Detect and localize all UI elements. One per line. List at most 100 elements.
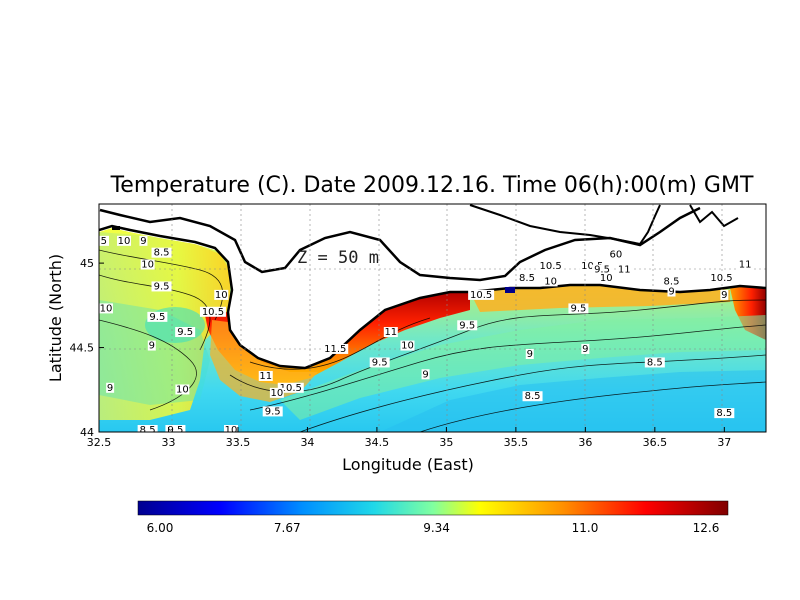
colorbar [137,500,729,516]
contour-label: 11 [384,327,397,338]
contour-label-bg [738,259,753,270]
contour-label: 9.5 [594,265,610,276]
contour-label-bg [369,357,390,368]
contour-label: 9.5 [265,406,281,417]
contour-label: 8.5 [140,425,156,436]
contour-label-bg [99,235,109,246]
x-tick-label: 37 [717,436,731,449]
contour-label: 10.5 [710,273,732,284]
contour-label: 60 [610,249,623,260]
contour-label-bg [714,408,735,419]
x-tick-label: 35.5 [504,436,529,449]
contour-label: 7.5 [91,236,107,247]
contour-label-bg [106,382,115,393]
contour-label-bg [262,406,283,417]
contour-label: 8.5 [647,357,663,368]
contour-label-bg [151,281,172,292]
contour-label-bg [457,320,478,331]
contour-label-bg [269,387,284,398]
contour-label-bg [140,259,155,270]
contour-label: 8.5 [525,391,541,402]
contour-label: 9 [582,344,588,355]
contour-label: 10 [176,384,189,395]
contour-label-bg [522,391,543,402]
y-tick-label: 45 [80,257,94,270]
contour-label-bg [516,273,537,283]
crimea-land [99,204,766,368]
contour-label-bg [608,249,623,260]
contour-label: 9.5 [177,327,193,338]
contour-label: 8.5 [664,276,680,287]
contour-label-bg [199,306,226,317]
x-tick-label: 34.5 [365,436,390,449]
x-tick-label: 33 [161,436,175,449]
contour-label: 9.5 [372,357,388,368]
y-tick-label: 44 [80,426,94,439]
contour-label: 10 [225,425,238,436]
contour-label: 10 [118,236,131,247]
contour-label: 9 [527,349,533,360]
contour-label: 10 [270,388,283,399]
contour-label-bg [599,273,614,283]
contour-label: 10.5 [280,383,302,394]
contour-label-bg [224,425,239,432]
contour-label-bg [708,273,735,283]
contour-label-bg [592,264,613,275]
contour-label: 11 [618,265,631,276]
contour-label-bg [277,382,304,393]
contour-label: 9 [721,290,727,301]
contour-label: 8.5 [519,273,535,284]
contour-label-bg [165,425,186,432]
contour-label: 9 [149,341,155,352]
contour-label: 9.5 [167,425,183,436]
contour-label-bg [537,261,564,272]
contour-label-bg [117,235,132,246]
x-tick-label: 36.5 [643,436,668,449]
contour-label-bg [525,349,534,359]
y-axis-label: Latitude (North) [46,254,65,382]
colorbar-tick-label: 7.67 [274,521,301,535]
x-axis-ticks: 32.5 33 33.5 34 34.5 35 35.5 36 36.5 37 [87,427,731,449]
contour-label-bg [147,340,156,351]
x-tick-label: 36 [578,436,592,449]
contour-label-bg [644,357,665,368]
colorbar-tick-label: 6.00 [147,521,174,535]
contour-label-bg [175,384,190,395]
contour-label-bg [720,289,729,300]
contour-label: 9.5 [459,320,475,331]
contour-label: 10.5 [202,307,224,318]
colorbar-tick-label: 11.0 [572,521,599,535]
y-axis-ticks: 44 44.5 45 [70,257,104,439]
contour-label-bg [581,343,590,354]
contour-label: 9.5 [149,312,165,323]
contour-label-bg [151,247,172,258]
contour-label: 10 [544,276,557,287]
contour-label-bg [468,289,495,300]
x-tick-label: 34 [300,436,314,449]
contour-label: 9.5 [154,281,170,292]
colorbar-ticks: 6.00 7.67 9.34 11.0 12.6 [147,521,720,535]
colorbar-tick-label: 9.34 [423,521,450,535]
contour-label: 8.5 [716,408,732,419]
colorbar-tick-label: 12.6 [693,521,720,535]
contour-label: 10 [215,290,228,301]
contour-label: 9 [668,287,674,298]
contour-label-bg [147,311,168,322]
contour-label-bg [568,303,589,314]
contour-label: 9 [422,369,428,380]
contour-label-bg [661,276,682,287]
plot-frame [98,203,767,433]
contour-label-bg [617,264,632,275]
contour-label-bg [543,276,558,287]
contour-label: 11 [739,259,752,270]
contour-label-bg [175,327,196,338]
contour-label: 10 [100,303,113,314]
contour-label: 10 [600,273,613,284]
contour-label: 10 [141,259,154,270]
contour-label: 8.5 [154,248,170,259]
x-tick-label: 32.5 [87,436,112,449]
contour-label: 11.5 [324,344,346,355]
x-tick-label: 35 [439,436,453,449]
